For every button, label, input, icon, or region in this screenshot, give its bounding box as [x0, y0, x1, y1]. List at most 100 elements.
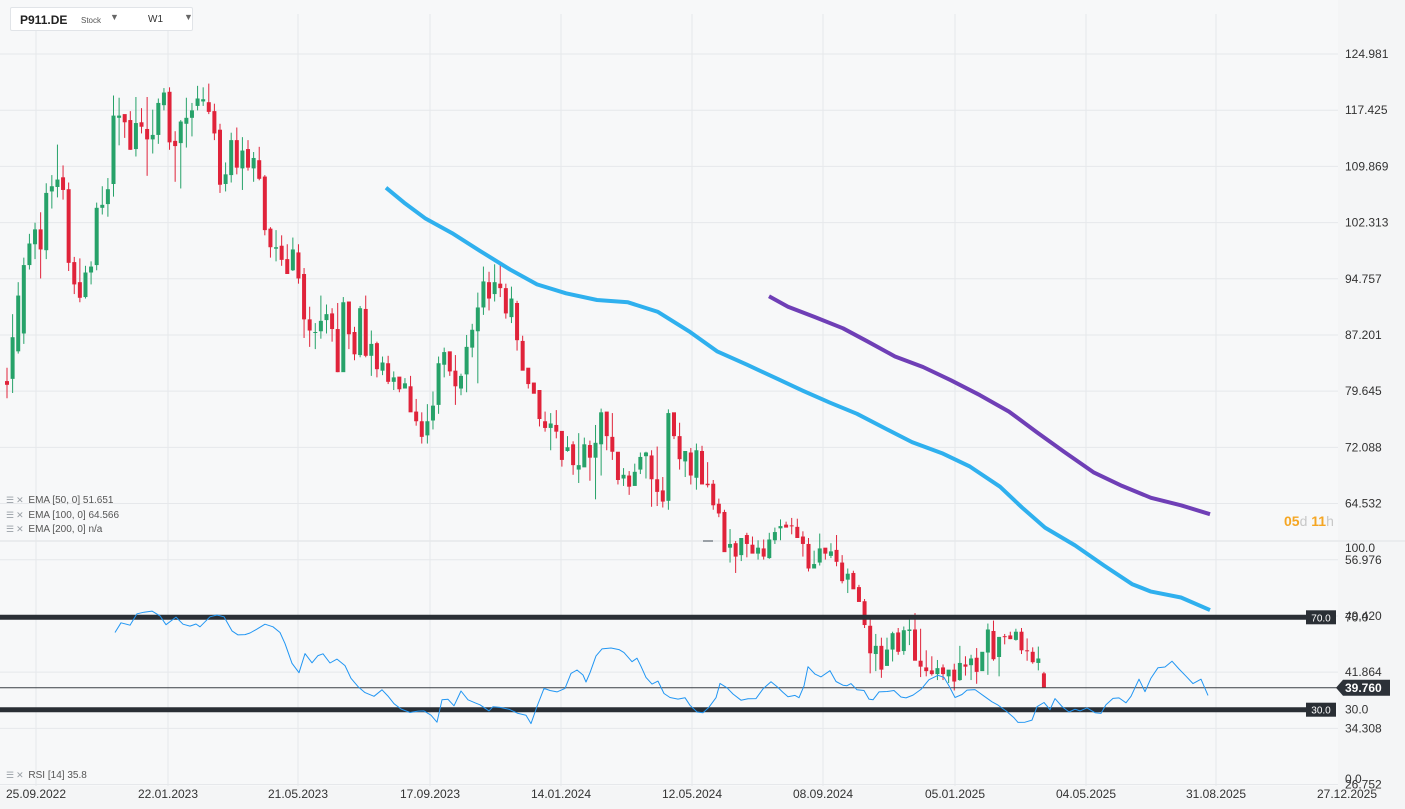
candle-body	[509, 298, 514, 318]
ema100-line	[768, 294, 1211, 517]
candle-body	[27, 243, 32, 266]
candle-body	[952, 669, 957, 682]
candle-body	[554, 424, 559, 432]
close-icon[interactable]: ✕	[16, 510, 24, 520]
time-axis-label: 25.09.2022	[6, 787, 66, 801]
candle-body	[705, 483, 710, 486]
timeframe-selector[interactable]: W1	[148, 14, 163, 25]
settings-icon[interactable]: ☰	[6, 495, 15, 505]
candle-body	[189, 110, 194, 118]
candle-body	[868, 625, 873, 654]
candle-body	[761, 548, 766, 557]
indicator-label: EMA [50, 0]	[28, 495, 81, 506]
candle-body	[901, 630, 906, 652]
symbol-dropdown-icon[interactable]: ▼	[110, 12, 119, 22]
candle-body	[285, 259, 290, 274]
candle-body	[94, 207, 99, 266]
candle-body	[240, 150, 245, 169]
candle-body	[464, 346, 469, 375]
candle-body	[212, 111, 217, 134]
candle-body	[1013, 631, 1018, 640]
indicator-legend-ema100[interactable]: ☰ ✕ EMA [100, 0] 64.566	[6, 510, 119, 521]
candle-body	[133, 123, 138, 150]
candle-body	[100, 204, 105, 208]
candle-body	[481, 281, 486, 308]
close-icon[interactable]: ✕	[16, 524, 24, 534]
timeframe-dropdown-icon[interactable]: ▼	[184, 12, 193, 22]
candle-body	[548, 423, 553, 428]
candle-body	[296, 252, 301, 279]
time-axis-label: 21.05.2023	[268, 787, 328, 801]
rsi-level-value: 70.0	[1311, 613, 1331, 624]
candle-body	[929, 670, 934, 675]
price-axis-label: 49.420	[1345, 609, 1382, 623]
candle-body	[559, 430, 564, 460]
price-axis-label: 94.757	[1345, 272, 1382, 286]
time-axis-label: 04.05.2025	[1056, 787, 1116, 801]
rsi-axis-label: 0.0	[1345, 772, 1362, 786]
candle-body	[767, 539, 772, 559]
settings-icon[interactable]: ☰	[6, 510, 15, 520]
ema50-line	[384, 186, 1211, 612]
candle-body	[884, 649, 889, 666]
settings-icon[interactable]: ☰	[6, 770, 15, 780]
candle-body	[369, 343, 374, 356]
candle-body	[117, 115, 122, 118]
rsi-axis-label: 100.0	[1345, 541, 1375, 555]
close-icon[interactable]: ✕	[16, 495, 24, 505]
candle-body	[800, 536, 805, 544]
candle-body	[408, 386, 413, 413]
candle-body	[722, 511, 727, 553]
candle-body	[946, 669, 951, 677]
candle-body	[419, 421, 424, 437]
candle-body	[341, 302, 346, 373]
indicator-legend-ema50[interactable]: ☰ ✕ EMA [50, 0] 51.651	[6, 495, 113, 506]
candle-body	[750, 544, 755, 554]
candle-body	[941, 667, 946, 675]
candle-body	[425, 421, 430, 436]
candle-body	[251, 157, 256, 169]
settings-icon[interactable]: ☰	[6, 524, 15, 534]
candle-body	[571, 444, 576, 466]
rsi-pane	[0, 542, 1338, 786]
indicator-value: 51.651	[82, 495, 114, 506]
candle-body	[621, 474, 626, 479]
close-icon[interactable]: ✕	[16, 770, 24, 780]
candle-body	[700, 450, 705, 485]
candle-body	[402, 383, 407, 389]
candle-body	[459, 375, 464, 389]
candle-body	[268, 228, 273, 248]
candle-body	[246, 149, 251, 168]
candle-body	[290, 249, 295, 271]
candle-body	[840, 562, 845, 582]
candle-body	[16, 295, 21, 352]
indicator-label: EMA [100, 0]	[28, 510, 86, 521]
indicator-value: n/a	[88, 524, 103, 535]
candle-body	[772, 532, 777, 541]
time-axis-label: 22.01.2023	[138, 787, 198, 801]
candle-body	[470, 329, 475, 348]
candle-body	[397, 376, 402, 390]
time-axis-label: 08.09.2024	[793, 787, 853, 801]
candle-body	[279, 245, 284, 260]
candle-body	[122, 114, 127, 123]
symbol-name[interactable]: P911.DE	[20, 13, 68, 27]
price-axis-label: 41.864	[1345, 665, 1382, 679]
candle-body	[728, 543, 733, 548]
rsi-axis-label: 30.0	[1345, 703, 1369, 717]
price-axis-label: 117.425	[1345, 103, 1388, 117]
indicator-legend-ema200[interactable]: ☰ ✕ EMA [200, 0] n/a	[6, 524, 102, 535]
candle-body	[10, 337, 15, 379]
indicator-legend-rsi[interactable]: ☰ ✕ RSI [14] 35.8	[6, 770, 87, 781]
time-axis-label: 05.01.2025	[925, 787, 985, 801]
symbol-toolbar[interactable]: P911.DE Stock ▼ W1 ▼	[10, 7, 193, 31]
price-axis-label: 26.752	[1345, 778, 1382, 792]
candle-body	[1025, 650, 1030, 652]
price-axis-label: 124.981	[1345, 47, 1389, 61]
candle-body	[531, 382, 536, 394]
candle-body	[638, 456, 643, 470]
candle-body	[206, 102, 211, 112]
candle-body	[688, 452, 693, 476]
time-axis-label: 31.08.2025	[1186, 787, 1246, 801]
